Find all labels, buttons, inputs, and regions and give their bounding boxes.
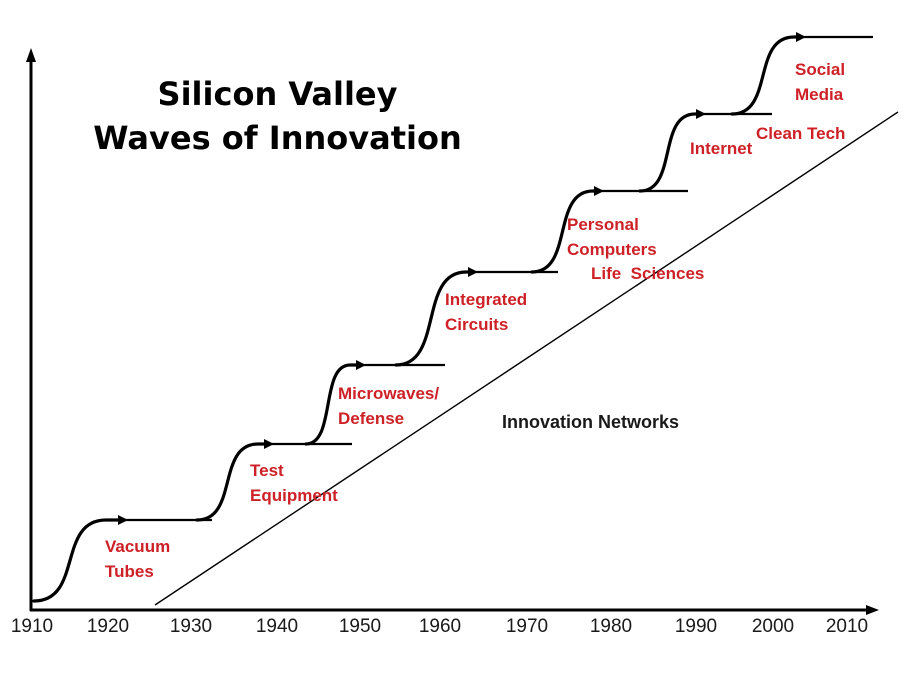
wave-curve-vacuum-tubes xyxy=(32,518,121,603)
wave-curve-personal-computers xyxy=(530,189,597,274)
wave-curve-social-media xyxy=(730,35,799,116)
wave-arrow-test-equipment xyxy=(264,439,274,449)
wave-curve-integrated-circuits xyxy=(394,270,471,367)
label-social-media: Social Media xyxy=(795,60,846,104)
label-life-sciences: Life Sciences xyxy=(591,264,705,283)
label-integrated-circuits: Integrated Circuits xyxy=(445,290,528,334)
label-innovation-networks: Innovation Networks xyxy=(502,412,680,432)
wave-arrow-microwaves-defense xyxy=(356,360,366,370)
x-axis-label-1950: 1950 xyxy=(338,616,382,637)
wave-arrow-internet xyxy=(696,109,706,119)
innovation-networks-line xyxy=(154,111,899,606)
chart-title-line2: Waves of Innovation xyxy=(93,119,462,157)
wave-curve-microwaves-defense xyxy=(304,363,359,446)
x-axis-label-1940: 1940 xyxy=(255,616,299,637)
x-axis-arrow xyxy=(866,605,879,615)
x-axis-label-1920: 1920 xyxy=(86,616,130,637)
x-axis-label-1960: 1960 xyxy=(418,616,462,637)
label-vacuum-tubes: Vacuum Tubes xyxy=(105,537,171,581)
wave-arrow-integrated-circuits xyxy=(468,267,478,277)
chart-title: Silicon Valley Waves of Innovation xyxy=(55,72,500,160)
label-test-equipment: Test Equipment xyxy=(250,461,338,505)
label-microwaves-defense: Microwaves/ Defense xyxy=(338,384,440,428)
wave-arrow-social-media xyxy=(796,32,806,42)
x-axis-label-1910: 1910 xyxy=(10,616,54,637)
x-axis-label-2010: 2010 xyxy=(825,616,869,637)
x-axis-label-2000: 2000 xyxy=(751,616,795,637)
wave-curve-test-equipment xyxy=(195,442,267,522)
x-axis-label-1970: 1970 xyxy=(505,616,549,637)
label-clean-tech: Clean Tech xyxy=(756,124,846,143)
chart-title-line1: Silicon Valley xyxy=(157,75,398,113)
wave-arrow-vacuum-tubes xyxy=(118,515,128,525)
wave-curve-internet xyxy=(638,112,699,193)
y-axis-arrow xyxy=(26,48,36,62)
label-personal-computers: Personal Computers xyxy=(567,215,657,259)
label-internet: Internet xyxy=(690,139,753,158)
wave-arrow-personal-computers xyxy=(594,186,604,196)
x-axis-label-1990: 1990 xyxy=(674,616,718,637)
x-axis-label-1930: 1930 xyxy=(169,616,213,637)
x-axis-label-1980: 1980 xyxy=(589,616,633,637)
